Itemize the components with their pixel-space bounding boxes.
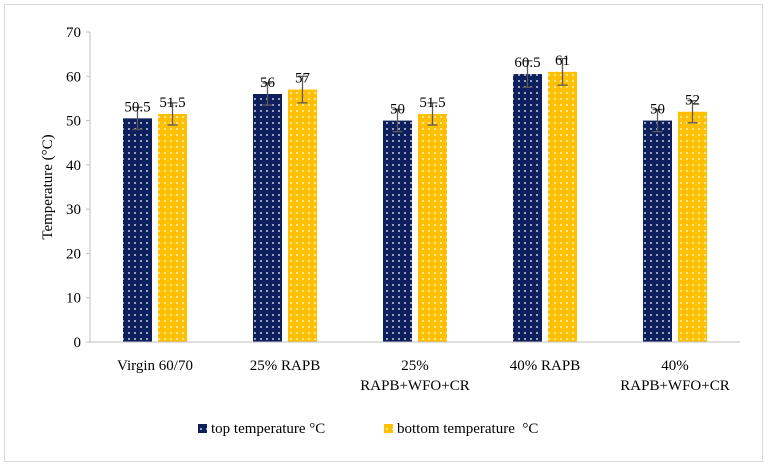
data-label: 51.5: [159, 95, 185, 111]
data-label: 57: [295, 71, 311, 87]
x-category-label: 25% RAPB: [250, 358, 320, 374]
y-tick-label: 0: [74, 335, 82, 351]
legend: top temperature °C bottom temperature °C: [198, 421, 538, 437]
x-axis: Virgin 60/70 25% RAPB 25% RAPB+WFO+CR 40% RA…: [90, 341, 740, 394]
y-axis-title: Temperature (°C): [40, 134, 56, 239]
data-label: 60.5: [514, 55, 540, 71]
y-tick-label: 60: [66, 69, 81, 85]
bar-bottom-temperature: [678, 111, 707, 342]
x-category-label: 40% RAPB: [510, 358, 580, 374]
y-tick-label: 40: [66, 158, 81, 174]
x-category-label: RAPB+WFO+CR: [360, 378, 469, 394]
legend-label: top temperature °C: [211, 421, 325, 437]
x-category-label: RAPB+WFO+CR: [620, 378, 729, 394]
data-label: 56: [260, 75, 276, 91]
data-label: 52: [685, 93, 700, 109]
data-label: 50: [650, 102, 665, 118]
legend-label: bottom temperature °C: [397, 421, 538, 437]
data-label: 50.5: [124, 99, 150, 115]
y-tick-label: 30: [66, 202, 81, 218]
data-label: 50: [390, 102, 405, 118]
bar-top-temperature: [123, 118, 152, 342]
x-category-label: 25%: [401, 358, 429, 374]
data-label: 61: [555, 53, 570, 69]
y-axis: 0 10 20 30 40 50 60 70: [66, 25, 91, 351]
y-tick-label: 50: [66, 114, 81, 130]
legend-swatch: [384, 424, 393, 433]
bar-top-temperature: [253, 94, 282, 342]
y-tick-label: 70: [66, 25, 81, 41]
bar-top-temperature: [383, 120, 412, 342]
bar-top-temperature: [643, 120, 672, 342]
data-label: 51.5: [419, 95, 445, 111]
bar-top-temperature: [513, 74, 542, 343]
bar-bottom-temperature: [158, 113, 187, 342]
y-tick-label: 20: [66, 246, 81, 262]
x-category-label: 40%: [661, 358, 689, 374]
bar-bottom-temperature: [548, 71, 577, 342]
x-category-label: Virgin 60/70: [117, 358, 193, 374]
bar-bottom-temperature: [418, 113, 447, 342]
bar-bottom-temperature: [288, 89, 317, 342]
bars-group: 50.5 51.5 56 57 50 51.5 60.5 61 50 52: [123, 53, 707, 343]
legend-swatch: [198, 424, 207, 433]
y-tick-label: 10: [66, 291, 81, 307]
